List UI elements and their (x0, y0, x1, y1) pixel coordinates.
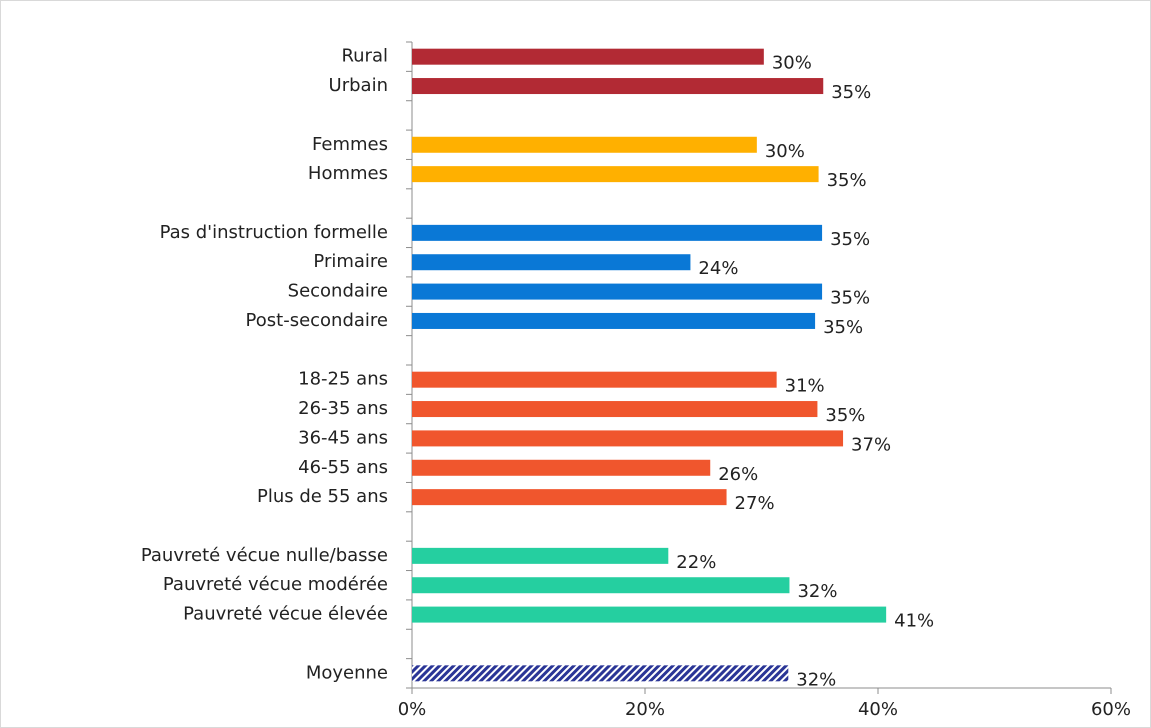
y-tick-label: Plus de 55 ans (257, 486, 388, 507)
y-tick-label: Pauvreté vécue nulle/basse (141, 545, 388, 566)
bar (412, 78, 824, 95)
bar (412, 489, 727, 506)
data-label: 26% (718, 464, 758, 485)
data-label: 41% (894, 611, 934, 632)
bar (412, 312, 816, 329)
bar (412, 459, 711, 476)
bar (412, 401, 818, 418)
y-tick-label: Primaire (313, 251, 388, 272)
y-tick-label: Pauvreté vécue élevée (183, 604, 388, 625)
data-label: 32% (797, 581, 837, 602)
x-tick-label: 0% (398, 699, 427, 720)
y-tick-label: Rural (341, 46, 388, 67)
bar (412, 254, 691, 271)
data-label: 22% (676, 552, 716, 573)
bar (412, 606, 887, 623)
bar (412, 136, 757, 153)
bar (412, 166, 819, 183)
bar (412, 665, 789, 682)
data-label: 27% (735, 493, 775, 514)
y-tick-label: 26-35 ans (298, 398, 388, 419)
data-label: 30% (772, 53, 812, 74)
x-tick-label: 20% (625, 699, 665, 720)
y-tick-label: Femmes (312, 134, 388, 155)
data-label: 32% (796, 669, 836, 690)
data-label: 35% (831, 82, 871, 103)
data-label: 37% (851, 434, 891, 455)
y-tick-label: Moyenne (306, 662, 388, 683)
y-tick-label: Secondaire (288, 281, 388, 302)
data-label: 30% (765, 141, 805, 162)
data-label: 31% (785, 376, 825, 397)
y-tick-label: Hommes (308, 163, 388, 184)
data-label: 35% (827, 170, 867, 191)
data-label: 35% (825, 405, 865, 426)
data-label: 35% (830, 229, 870, 250)
y-tick-label: Pas d'instruction formelle (160, 222, 388, 243)
y-tick-label: Post-secondaire (246, 310, 388, 331)
y-tick-label: 46-55 ans (298, 457, 388, 478)
y-tick-label: 18-25 ans (298, 369, 388, 390)
bar (412, 283, 823, 300)
bar (412, 48, 764, 65)
data-label: 35% (823, 317, 863, 338)
bar (412, 577, 790, 594)
bar (412, 430, 844, 447)
x-tick-label: 60% (1091, 699, 1131, 720)
y-tick-label: Urbain (329, 75, 388, 96)
bar (412, 547, 669, 564)
x-tick-label: 40% (858, 699, 898, 720)
y-tick-label: 36-45 ans (298, 427, 388, 448)
bar (412, 371, 777, 388)
y-tick-label: Pauvreté vécue modérée (163, 574, 388, 595)
data-label: 24% (698, 258, 738, 279)
data-label: 35% (830, 288, 870, 309)
bar (412, 224, 823, 241)
